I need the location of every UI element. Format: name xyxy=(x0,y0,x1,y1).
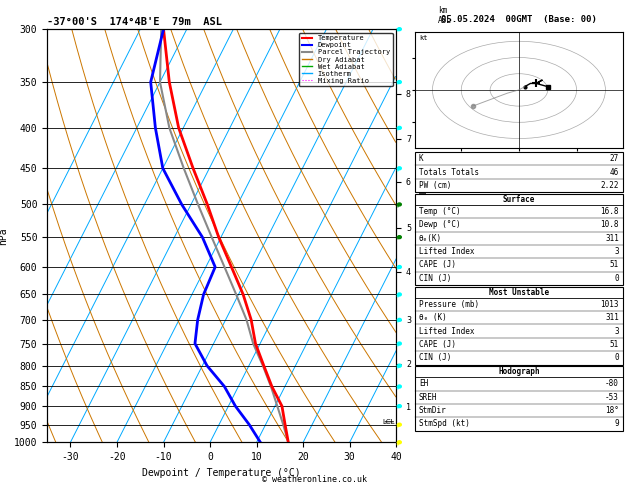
Text: Lifted Index: Lifted Index xyxy=(419,247,474,256)
X-axis label: Dewpoint / Temperature (°C): Dewpoint / Temperature (°C) xyxy=(142,468,301,478)
Text: Most Unstable: Most Unstable xyxy=(489,288,549,297)
Text: -80: -80 xyxy=(605,379,619,388)
Text: SREH: SREH xyxy=(419,393,437,402)
Text: «: « xyxy=(396,292,403,296)
Text: © weatheronline.co.uk: © weatheronline.co.uk xyxy=(262,474,367,484)
Text: 3: 3 xyxy=(615,247,619,256)
Text: CAPE (J): CAPE (J) xyxy=(419,340,456,349)
Text: StmSpd (kt): StmSpd (kt) xyxy=(419,419,470,429)
Text: K: K xyxy=(419,154,423,163)
Text: 05.05.2024  00GMT  (Base: 00): 05.05.2024 00GMT (Base: 00) xyxy=(441,15,597,24)
Text: 10.8: 10.8 xyxy=(601,220,619,229)
Text: Temp (°C): Temp (°C) xyxy=(419,207,460,216)
Text: Hodograph: Hodograph xyxy=(498,367,540,376)
Text: 1013: 1013 xyxy=(601,300,619,309)
Text: kt: kt xyxy=(420,35,428,41)
Text: PW (cm): PW (cm) xyxy=(419,181,451,190)
Text: 3: 3 xyxy=(615,327,619,336)
Text: «: « xyxy=(396,27,403,32)
Text: Dewp (°C): Dewp (°C) xyxy=(419,220,460,229)
Text: θₑ (K): θₑ (K) xyxy=(419,313,447,322)
Text: θₑ(K): θₑ(K) xyxy=(419,234,442,243)
Text: «: « xyxy=(396,384,403,389)
Text: 2.22: 2.22 xyxy=(601,181,619,190)
Text: «: « xyxy=(396,422,403,427)
Text: 46: 46 xyxy=(610,168,619,177)
Text: «: « xyxy=(396,364,403,368)
Text: 18°: 18° xyxy=(605,406,619,415)
Text: Totals Totals: Totals Totals xyxy=(419,168,479,177)
Text: «: « xyxy=(396,80,403,84)
Text: CIN (J): CIN (J) xyxy=(419,353,451,363)
Text: Surface: Surface xyxy=(503,195,535,204)
Y-axis label: hPa: hPa xyxy=(0,227,8,244)
Text: 51: 51 xyxy=(610,340,619,349)
Text: «: « xyxy=(396,265,403,269)
Text: Pressure (mb): Pressure (mb) xyxy=(419,300,479,309)
Y-axis label: Mixing Ratio (g/kg): Mixing Ratio (g/kg) xyxy=(416,188,425,283)
Text: «: « xyxy=(396,404,403,408)
Text: «: « xyxy=(396,125,403,130)
Text: 9: 9 xyxy=(615,419,619,429)
Text: CAPE (J): CAPE (J) xyxy=(419,260,456,270)
Text: «: « xyxy=(396,202,403,207)
Text: -37°00'S  174°4B'E  79m  ASL: -37°00'S 174°4B'E 79m ASL xyxy=(47,17,222,27)
Text: km
ASL: km ASL xyxy=(438,6,452,25)
Text: -53: -53 xyxy=(605,393,619,402)
Text: StmDir: StmDir xyxy=(419,406,447,415)
Text: «: « xyxy=(396,235,403,240)
Text: EH: EH xyxy=(419,379,428,388)
Text: 51: 51 xyxy=(610,260,619,270)
Text: 16.8: 16.8 xyxy=(601,207,619,216)
Text: «: « xyxy=(396,440,403,445)
Legend: Temperature, Dewpoint, Parcel Trajectory, Dry Adiabat, Wet Adiabat, Isotherm, Mi: Temperature, Dewpoint, Parcel Trajectory… xyxy=(299,33,392,87)
Text: 311: 311 xyxy=(605,313,619,322)
Text: 0: 0 xyxy=(615,353,619,363)
Text: CIN (J): CIN (J) xyxy=(419,274,451,283)
Text: 0: 0 xyxy=(615,274,619,283)
Text: «: « xyxy=(396,166,403,171)
Text: 27: 27 xyxy=(610,154,619,163)
Text: «: « xyxy=(396,318,403,322)
Text: LCL: LCL xyxy=(382,419,395,425)
Text: Lifted Index: Lifted Index xyxy=(419,327,474,336)
Text: 311: 311 xyxy=(605,234,619,243)
Text: «: « xyxy=(396,341,403,346)
